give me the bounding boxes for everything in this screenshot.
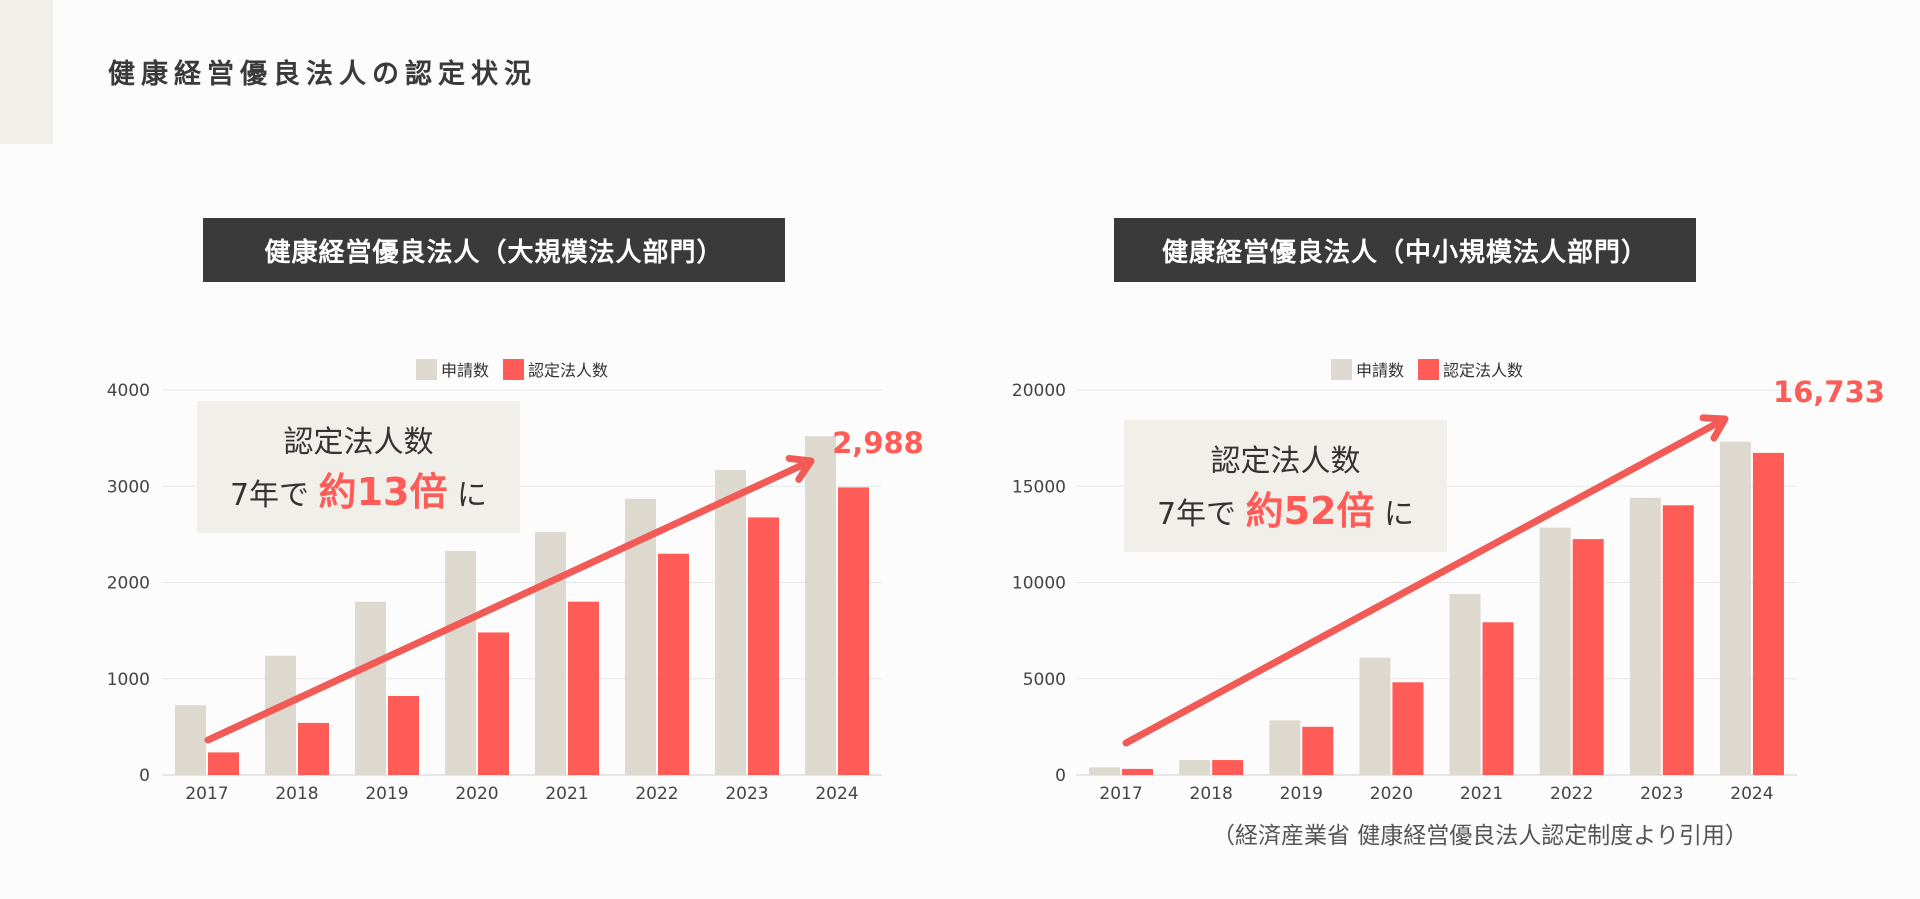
bar-certified-2021	[568, 601, 599, 775]
bar-certified-2023	[1662, 505, 1694, 775]
y-tick-label: 0	[1055, 766, 1066, 786]
y-tick-label: 0	[139, 766, 150, 786]
bar-applications-2022	[1539, 527, 1571, 775]
legend: 申請数 認定法人数	[1331, 359, 1523, 380]
callout-heading: 認定法人数	[284, 425, 434, 460]
bar-applications-2024	[805, 436, 836, 775]
bar-applications-2020	[1359, 657, 1391, 775]
legend-swatch-applications	[416, 359, 437, 380]
bar-applications-2019	[355, 601, 386, 775]
callout-multiplier: 約13倍	[319, 470, 448, 514]
x-tick-label: 2020	[1370, 784, 1413, 804]
x-tick-label: 2017	[1099, 784, 1142, 804]
bar-certified-2022	[658, 553, 689, 775]
x-tick-label: 2021	[1460, 784, 1503, 804]
x-tick-label: 2018	[1190, 784, 1233, 804]
corner-accent	[0, 0, 53, 144]
bar-certified-2020	[1392, 682, 1424, 775]
y-tick-label: 2000	[107, 574, 150, 594]
legend-label-applications: 申請数	[1356, 361, 1404, 380]
x-tick-label: 2023	[1640, 784, 1683, 804]
callout-box	[1124, 420, 1447, 552]
legend-label-certified: 認定法人数	[528, 361, 608, 380]
bar-applications-2018	[265, 655, 296, 775]
legend-swatch-certified	[503, 359, 524, 380]
bar-certified-2019	[1302, 726, 1334, 775]
x-tick-label: 2021	[545, 784, 588, 804]
bar-certified-2018	[1212, 760, 1244, 775]
growth-arrow-line	[1122, 417, 1725, 747]
callout-growth: 7年で 約13倍 に	[230, 470, 487, 514]
panel-title-large-enterprise: 健康経営優良法人（大規模法人部門）	[203, 218, 785, 282]
bar-applications-2017	[1089, 767, 1121, 775]
bar-certified-2023	[748, 517, 779, 775]
final-value-label: 16,733	[1773, 375, 1885, 409]
legend-label-certified: 認定法人数	[1443, 361, 1523, 380]
bar-applications-2019	[1269, 720, 1301, 775]
bar-certified-2018	[298, 722, 329, 775]
page-title: 健康経営優良法人の認定状況	[108, 59, 537, 90]
bar-applications-2021	[535, 532, 566, 775]
bar-applications-2024	[1719, 441, 1751, 775]
bar-certified-2024	[1752, 452, 1784, 775]
growth-arrow-line	[204, 459, 811, 744]
panel-title-sme: 健康経営優良法人（中小規模法人部門）	[1114, 218, 1696, 282]
bar-applications-2023	[1629, 497, 1661, 775]
x-tick-label: 2024	[815, 784, 858, 804]
x-tick-label: 2022	[1550, 784, 1593, 804]
x-tick-label: 2017	[185, 784, 228, 804]
bar-certified-2019	[388, 695, 419, 775]
bar-certified-2017	[1122, 768, 1154, 775]
x-tick-label: 2023	[725, 784, 768, 804]
legend: 申請数 認定法人数	[416, 359, 608, 380]
growth-arrow-head	[785, 454, 815, 483]
y-tick-label: 20000	[1012, 381, 1066, 401]
bar-applications-2017	[175, 705, 206, 775]
bar-applications-2021	[1449, 593, 1481, 775]
bar-certified-2017	[208, 752, 239, 775]
y-tick-label: 10000	[1012, 574, 1066, 594]
y-tick-label: 3000	[107, 477, 150, 497]
y-tick-label: 5000	[1023, 670, 1066, 690]
final-value-label: 2,988	[832, 426, 924, 460]
x-tick-label: 2022	[635, 784, 678, 804]
x-tick-label: 2024	[1730, 784, 1773, 804]
bar-applications-2020	[445, 550, 476, 775]
callout-heading: 認定法人数	[1211, 444, 1361, 479]
bar-applications-2018	[1179, 760, 1211, 775]
y-tick-label: 15000	[1012, 477, 1066, 497]
bar-certified-2020	[478, 632, 509, 775]
legend-label-applications: 申請数	[441, 361, 489, 380]
callout-growth: 7年で 約52倍 に	[1157, 489, 1414, 533]
callout-box	[197, 401, 520, 533]
source-note: （経済産業省 健康経営優良法人認定制度より引用）	[1212, 823, 1748, 849]
bar-certified-2021	[1482, 622, 1514, 775]
legend-swatch-applications	[1331, 359, 1352, 380]
growth-arrow-head	[1699, 414, 1729, 442]
x-tick-label: 2019	[1280, 784, 1323, 804]
y-tick-label: 4000	[107, 381, 150, 401]
x-tick-label: 2020	[455, 784, 498, 804]
bar-certified-2024	[838, 487, 869, 775]
x-tick-label: 2018	[275, 784, 318, 804]
legend-swatch-certified	[1418, 359, 1439, 380]
x-tick-label: 2019	[365, 784, 408, 804]
y-tick-label: 1000	[107, 670, 150, 690]
bar-certified-2022	[1572, 539, 1604, 775]
bar-applications-2023	[715, 469, 746, 775]
callout-multiplier: 約52倍	[1246, 489, 1375, 533]
